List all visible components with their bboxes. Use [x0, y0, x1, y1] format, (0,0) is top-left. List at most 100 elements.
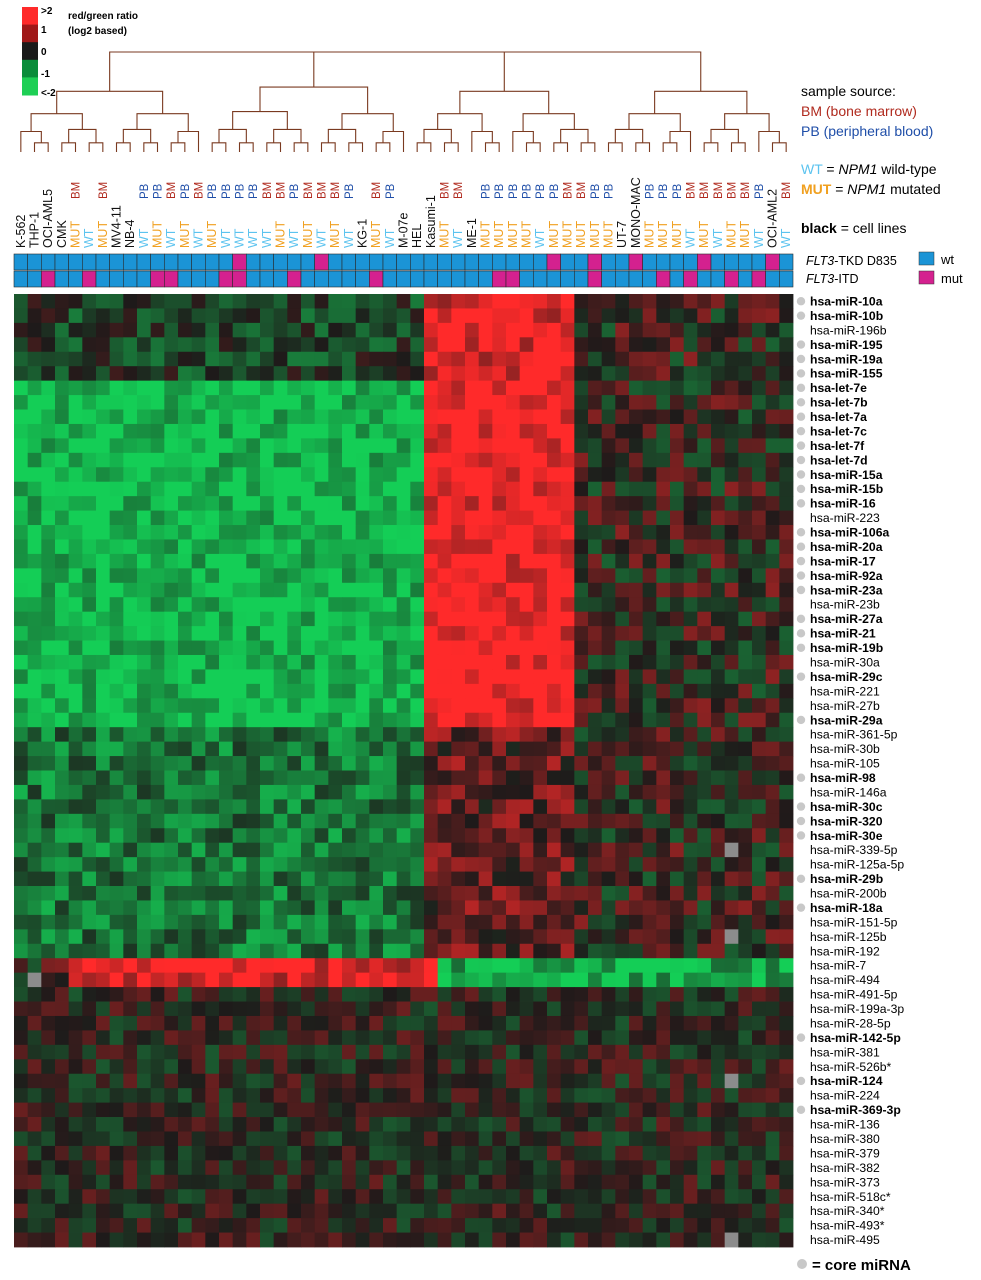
heatmap-cell	[478, 871, 493, 887]
heatmap-cell	[588, 1059, 603, 1075]
heatmap-cell	[765, 770, 780, 786]
heatmap-cell	[465, 308, 480, 324]
heatmap-cell	[574, 380, 589, 396]
heatmap-cell	[629, 582, 644, 598]
flt3-tkd-cell	[779, 253, 794, 271]
heatmap-cell	[355, 597, 370, 613]
heatmap-cell	[246, 409, 261, 425]
heatmap-cell	[492, 351, 507, 367]
heatmap-cell	[68, 395, 83, 410]
heatmap-cell	[301, 395, 316, 410]
heatmap-cell	[396, 322, 411, 338]
heatmap-cell	[492, 640, 507, 656]
flt3-tkd-cell	[109, 253, 124, 271]
heatmap-cell	[752, 496, 767, 511]
heatmap-cell	[27, 467, 42, 483]
heatmap-cell	[492, 582, 507, 598]
heatmap-cell	[96, 1189, 111, 1205]
heatmap-cell	[738, 1189, 753, 1205]
heatmap-cell	[191, 1102, 206, 1118]
column-sample-label: WT	[287, 228, 301, 248]
heatmap-cell	[765, 987, 780, 1002]
heatmap-cell	[588, 351, 603, 367]
heatmap-cell	[301, 1232, 316, 1248]
heatmap-cell	[629, 1088, 644, 1104]
heatmap-cell	[260, 467, 275, 483]
heatmap-cell	[506, 741, 521, 757]
heatmap-cell	[765, 1117, 780, 1132]
heatmap-cell	[451, 294, 466, 309]
heatmap-cell	[27, 799, 42, 815]
heatmap-cell	[437, 626, 452, 641]
heatmap-cell	[642, 914, 657, 930]
heatmap-cell	[287, 1117, 302, 1132]
flt3-itd-cell	[765, 270, 780, 288]
heatmap-cell	[68, 900, 83, 916]
heatmap-cell	[547, 1232, 562, 1248]
core-mirna-marker	[796, 311, 806, 320]
heatmap-cell	[355, 799, 370, 815]
heatmap-cell	[150, 741, 165, 757]
heatmap-cell	[191, 597, 206, 613]
heatmap-cell	[301, 828, 316, 844]
flt3-itd-cell	[779, 270, 794, 288]
heatmap-cell	[96, 683, 111, 699]
heatmap-cell	[588, 1044, 603, 1060]
heatmap-cell	[615, 568, 630, 584]
heatmap-cell	[369, 886, 384, 901]
heatmap-cell	[711, 698, 726, 714]
flt3-tkd-cell	[259, 253, 274, 271]
heatmap-cell	[109, 987, 124, 1002]
heatmap-cell	[697, 1088, 712, 1104]
heatmap-cell	[232, 582, 247, 598]
heatmap-cell	[205, 756, 220, 771]
column-sample-label: WT	[137, 228, 151, 248]
heatmap-cell	[82, 770, 97, 786]
heatmap-cell	[492, 1232, 507, 1248]
heatmap-cell	[752, 568, 767, 584]
heatmap-cell	[615, 1131, 630, 1147]
heatmap-cell	[301, 1102, 316, 1118]
heatmap-cell	[55, 452, 70, 468]
heatmap-cell	[588, 828, 603, 844]
heatmap-cell	[328, 929, 343, 945]
heatmap-cell	[355, 611, 370, 627]
heatmap-cell	[724, 337, 739, 353]
heatmap-cell	[451, 654, 466, 670]
heatmap-cell	[697, 452, 712, 468]
heatmap-cell	[519, 626, 534, 641]
heatmap-cell	[724, 1088, 739, 1104]
heatmap-cell	[14, 1232, 29, 1248]
heatmap-cell	[328, 481, 343, 497]
heatmap-cell	[150, 1189, 165, 1205]
heatmap-cell	[738, 1073, 753, 1089]
heatmap-cell	[355, 366, 370, 382]
black-key: black	[801, 220, 837, 236]
heatmap-cell	[765, 626, 780, 641]
heatmap-cell	[765, 929, 780, 945]
heatmap-cell	[451, 611, 466, 627]
heatmap-cell	[601, 395, 616, 410]
row-label: hsa-miR-16	[810, 497, 876, 511]
heatmap-cell	[697, 496, 712, 511]
heatmap-cell	[205, 857, 220, 872]
heatmap-cell	[683, 1131, 698, 1147]
heatmap-cell	[519, 1015, 534, 1031]
heatmap-cell	[629, 640, 644, 656]
heatmap-cell	[424, 496, 439, 511]
heatmap-cell	[260, 727, 275, 743]
heatmap-cell	[178, 972, 193, 988]
heatmap-cell	[697, 640, 712, 656]
heatmap-cell	[465, 828, 480, 844]
flt3-itd-label: FLT3-ITD	[806, 272, 859, 286]
heatmap-cell	[82, 1160, 97, 1176]
heatmap-cell	[588, 539, 603, 555]
heatmap-cell	[232, 597, 247, 613]
heatmap-cell	[642, 1232, 657, 1248]
heatmap-cell	[670, 568, 685, 584]
heatmap-cell	[533, 1102, 548, 1118]
heatmap-cell	[342, 1145, 357, 1161]
heatmap-cell	[150, 1102, 165, 1118]
flt3-itd-cell	[505, 270, 520, 288]
heatmap-cell	[547, 626, 562, 641]
